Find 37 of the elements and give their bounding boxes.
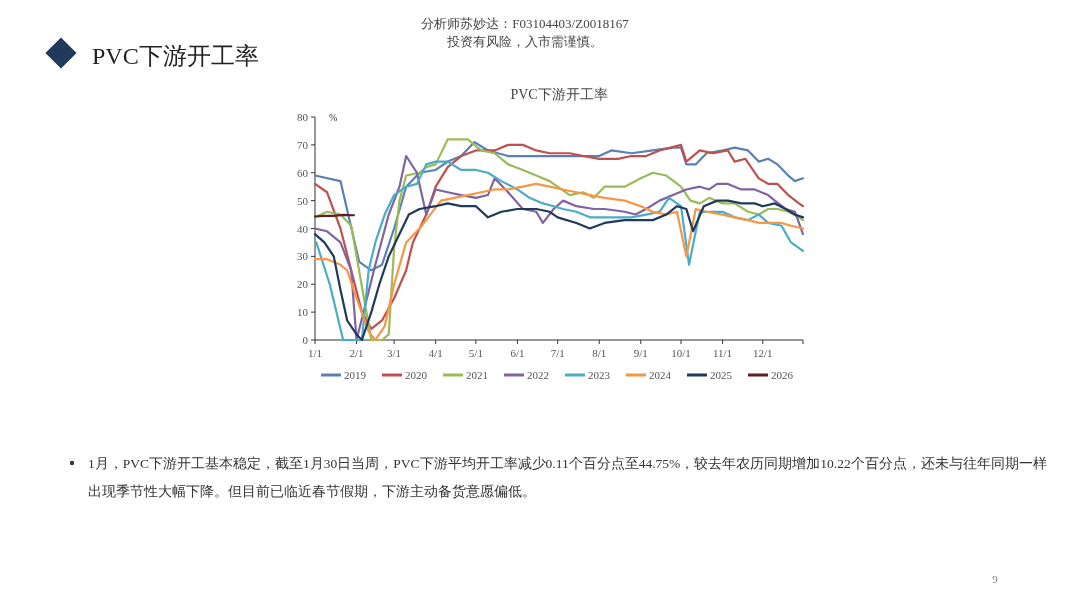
y-tick-label: 70 [297, 138, 309, 151]
x-tick-label: 6/1 [510, 347, 525, 359]
legend-label: 2021 [466, 369, 488, 381]
y-tick-label: 10 [297, 306, 309, 319]
text: 1月，PVC下游开工基本稳定，截至1月30日当周，PVC下游平均开工率减少0.11个百分点至44.75%，较去年农历同期增加10.22个百分点，还未与往年同期一样出现季节性大幅下降。但目前已临近春节假期，下游主动备货意愿偏低。 [88, 455, 1048, 501]
y-tick-label: 40 [297, 222, 309, 235]
x-tick-label: 3/1 [387, 347, 402, 359]
y-tick-label: 80 [297, 111, 309, 123]
legend-label: 2022 [527, 369, 549, 381]
legend-label: 2025 [710, 369, 733, 381]
x-tick-label: 7/1 [550, 347, 565, 359]
chart-title: PVC下游开工率 [510, 87, 608, 102]
legend-label: 2020 [405, 369, 428, 381]
x-tick-label: 12/1 [753, 347, 773, 359]
y-tick-label: 20 [297, 278, 309, 291]
legend-label: 2026 [771, 369, 794, 381]
x-tick-label: 8/1 [592, 347, 607, 359]
y-tick-label: 50 [297, 194, 309, 207]
text: PVC下游开工率 [92, 43, 259, 69]
y-tick-label: 60 [297, 166, 309, 179]
x-tick-label: 4/1 [428, 347, 443, 359]
x-tick-label: 5/1 [468, 347, 483, 359]
x-tick-label: 2/1 [349, 347, 364, 359]
line-series [313, 140, 805, 272]
legend-label: 2024 [649, 369, 672, 381]
x-tick-label: 9/1 [633, 347, 648, 359]
legend-label: 2019 [344, 369, 367, 381]
y-axis-title: % [329, 112, 338, 123]
y-tick-label: 30 [297, 250, 309, 263]
text: 分析师苏妙达：F03104403/Z0018167 [421, 16, 630, 31]
legend-label: 2023 [588, 369, 611, 381]
x-tick-label: 10/1 [671, 347, 691, 359]
y-tick-label: 0 [302, 334, 309, 346]
x-tick-label: 1/1 [307, 347, 323, 359]
text: 9 [992, 573, 999, 585]
text: 投资有风险，入市需谨慎。 [446, 34, 603, 49]
x-tick-label: 11/1 [712, 347, 733, 359]
